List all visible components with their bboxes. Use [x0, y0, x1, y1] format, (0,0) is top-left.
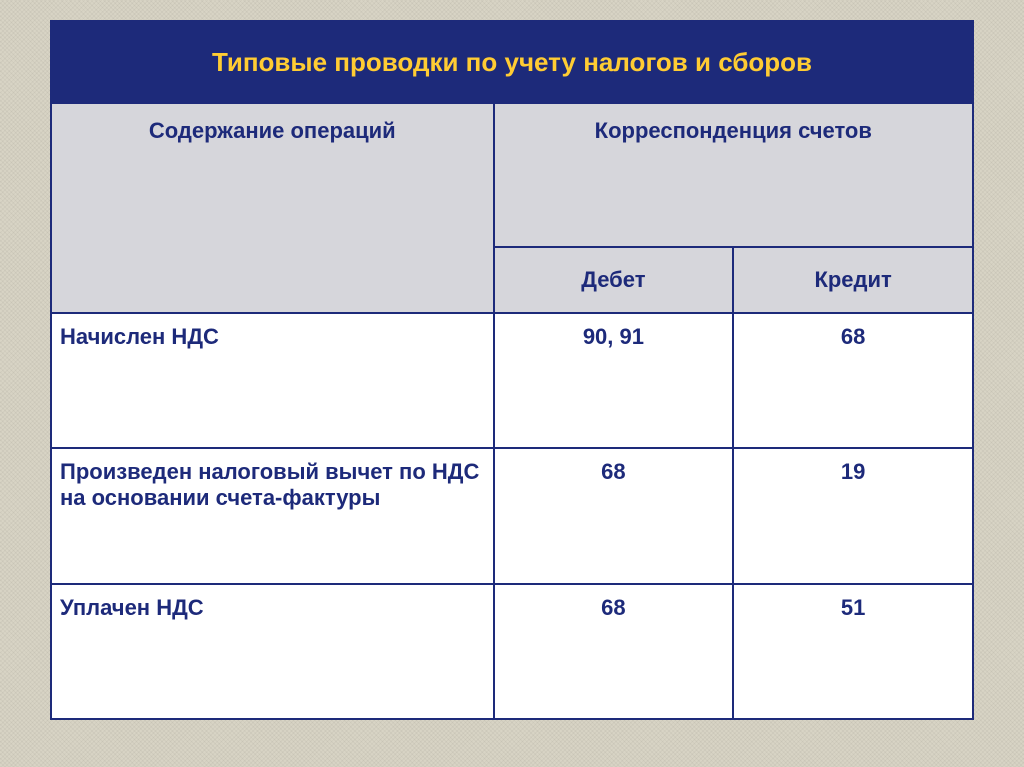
cell-debit: 90, 91 [494, 313, 734, 448]
cell-debit: 68 [494, 584, 734, 719]
col-header-correspondence: Корреспонденция счетов [494, 103, 973, 247]
table-row: Уплачен НДС 68 51 [51, 584, 973, 719]
table-row: Начислен НДС 90, 91 68 [51, 313, 973, 448]
cell-label: Уплачен НДС [51, 584, 494, 719]
cell-label: Произведен налоговый вычет по НДС на осн… [51, 448, 494, 583]
table-row: Произведен налоговый вычет по НДС на осн… [51, 448, 973, 583]
cell-credit: 19 [733, 448, 973, 583]
col-header-credit: Кредит [733, 247, 973, 312]
col-header-operations: Содержание операций [51, 103, 494, 313]
col-header-debit: Дебет [494, 247, 734, 312]
cell-label: Начислен НДС [51, 313, 494, 448]
cell-debit: 68 [494, 448, 734, 583]
cell-credit: 51 [733, 584, 973, 719]
table-title: Типовые проводки по учету налогов и сбор… [51, 21, 973, 103]
cell-credit: 68 [733, 313, 973, 448]
accounting-entries-table: Типовые проводки по учету налогов и сбор… [50, 20, 974, 720]
